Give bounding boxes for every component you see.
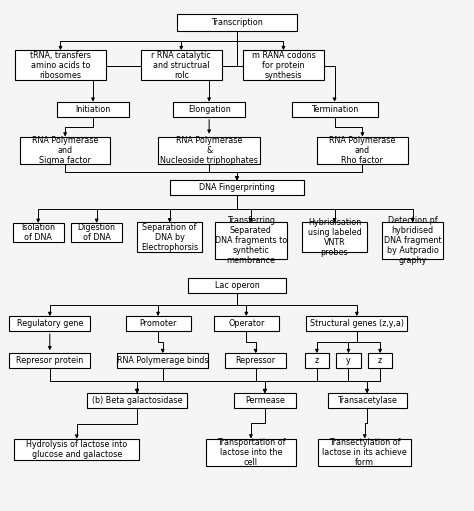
Text: Hydrolysis of lactose into
glucose and galactose: Hydrolysis of lactose into glucose and g… (26, 440, 128, 459)
FancyBboxPatch shape (9, 316, 91, 331)
FancyBboxPatch shape (173, 102, 245, 117)
FancyBboxPatch shape (177, 14, 297, 31)
FancyBboxPatch shape (126, 316, 191, 331)
Text: z: z (378, 356, 382, 365)
FancyBboxPatch shape (292, 102, 377, 117)
Text: Hybridisation
using labeled
VNTR
probes: Hybridisation using labeled VNTR probes (308, 218, 361, 257)
FancyBboxPatch shape (206, 438, 296, 466)
FancyBboxPatch shape (328, 393, 407, 408)
FancyBboxPatch shape (305, 353, 329, 368)
Text: Transcription: Transcription (211, 18, 263, 27)
Text: (b) Beta galactosidase: (b) Beta galactosidase (92, 396, 182, 405)
FancyBboxPatch shape (319, 438, 411, 466)
Text: z: z (315, 356, 319, 365)
FancyBboxPatch shape (306, 316, 408, 331)
FancyBboxPatch shape (368, 353, 392, 368)
Text: RNA Polymerase
and
Sigma factor: RNA Polymerase and Sigma factor (32, 136, 98, 165)
Text: y: y (346, 356, 351, 365)
FancyBboxPatch shape (14, 439, 139, 460)
FancyBboxPatch shape (118, 353, 208, 368)
Text: Transportation of
lactose into the
cell: Transportation of lactose into the cell (217, 438, 285, 467)
FancyBboxPatch shape (87, 393, 187, 408)
Text: Initiation: Initiation (75, 105, 110, 114)
Text: Permease: Permease (245, 396, 285, 405)
FancyBboxPatch shape (20, 136, 110, 164)
Text: DNA Fingerprinting: DNA Fingerprinting (199, 183, 275, 193)
FancyBboxPatch shape (214, 316, 279, 331)
FancyBboxPatch shape (71, 223, 122, 242)
Text: Regulatory gene: Regulatory gene (17, 319, 83, 328)
Text: Repressor: Repressor (236, 356, 276, 365)
Text: Separation of
DNA by
Electrophorsis: Separation of DNA by Electrophorsis (141, 223, 198, 252)
Text: tRNA, transfers
amino acids to
ribosomes: tRNA, transfers amino acids to ribosomes (30, 51, 91, 80)
FancyBboxPatch shape (383, 222, 443, 259)
FancyBboxPatch shape (15, 50, 106, 80)
FancyBboxPatch shape (141, 50, 222, 80)
Text: Lac operon: Lac operon (215, 281, 259, 290)
Text: m RANA codons
for protein
synthesis: m RANA codons for protein synthesis (252, 51, 315, 80)
Text: Digestion
of DNA: Digestion of DNA (78, 223, 116, 242)
Text: Transectylation of
lactose in its achieve
form: Transectylation of lactose in its achiev… (322, 438, 407, 467)
FancyBboxPatch shape (9, 353, 91, 368)
FancyBboxPatch shape (243, 50, 324, 80)
FancyBboxPatch shape (302, 222, 367, 252)
Text: Termination: Termination (311, 105, 358, 114)
FancyBboxPatch shape (226, 353, 286, 368)
Text: Represor protein: Represor protein (16, 356, 83, 365)
Text: RNA Polymerase
&
Nucleoside triphophates: RNA Polymerase & Nucleoside triphophates (160, 136, 258, 165)
FancyBboxPatch shape (137, 222, 202, 252)
Text: r RNA catalytic
and structrual
rolc: r RNA catalytic and structrual rolc (151, 51, 211, 80)
Text: Elongation: Elongation (188, 105, 230, 114)
FancyBboxPatch shape (158, 136, 260, 164)
Text: RNA Polymerase
and
Rho factor: RNA Polymerase and Rho factor (329, 136, 396, 165)
Text: Promoter: Promoter (139, 319, 177, 328)
FancyBboxPatch shape (337, 353, 361, 368)
FancyBboxPatch shape (234, 393, 296, 408)
Text: Transferring
Separated
DNA fragments to
synthetic
membrance: Transferring Separated DNA fragments to … (215, 216, 287, 265)
Text: Transacetylase: Transacetylase (337, 396, 397, 405)
FancyBboxPatch shape (188, 278, 286, 293)
FancyBboxPatch shape (215, 222, 287, 259)
FancyBboxPatch shape (170, 180, 304, 195)
Text: RNA Polymerage binds: RNA Polymerage binds (117, 356, 209, 365)
Text: Detection pf
hybridised
DNA fragment
by Autpradio
graphy: Detection pf hybridised DNA fragment by … (384, 216, 441, 265)
Text: Isolation
of DNA: Isolation of DNA (21, 223, 55, 242)
Text: Structural genes (z,y,a): Structural genes (z,y,a) (310, 319, 404, 328)
FancyBboxPatch shape (57, 102, 129, 117)
FancyBboxPatch shape (13, 223, 64, 242)
Text: Operator: Operator (228, 319, 264, 328)
FancyBboxPatch shape (317, 136, 408, 164)
